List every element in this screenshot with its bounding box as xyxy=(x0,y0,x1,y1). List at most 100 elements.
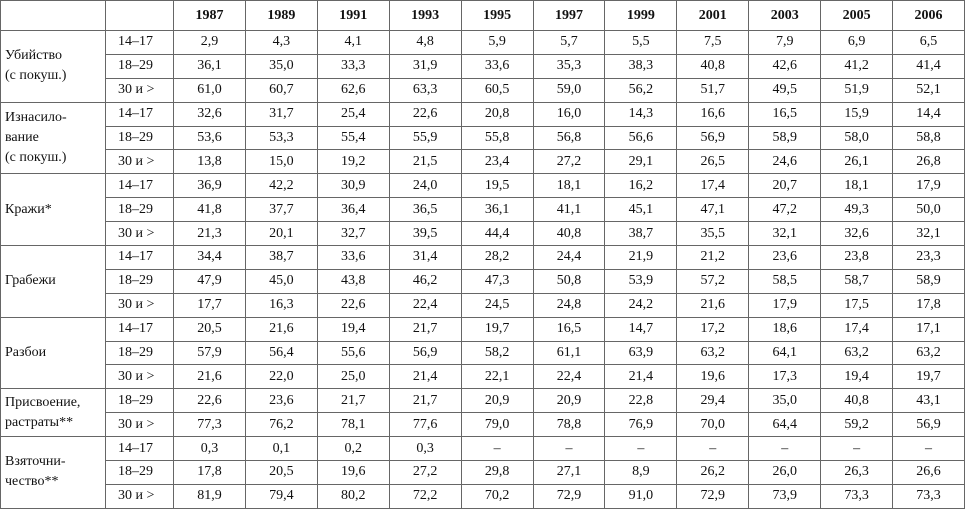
year-header: 1999 xyxy=(604,0,678,31)
value-cell: 63,2 xyxy=(820,340,894,366)
value-cell: 76,9 xyxy=(604,412,678,438)
value-cell: 42,6 xyxy=(748,53,822,79)
value-cell: 78,1 xyxy=(316,412,390,438)
value-cell: 55,9 xyxy=(388,125,462,151)
data-row: 30 и >13,8 15,0 19,2 21,5 23,4 27,2 29,1 26,5 24… xyxy=(1,149,965,175)
crime-name-line: (с покуш.) xyxy=(5,68,67,84)
value-cell: 16,2 xyxy=(604,173,678,199)
value-cell: 61,1 xyxy=(532,340,606,366)
value-cell: 26,2 xyxy=(676,460,750,485)
value-cell: 53,3 xyxy=(244,125,318,151)
value-cell: 23,3 xyxy=(892,245,965,270)
value-cell: 32,6 xyxy=(173,101,246,127)
value-cell: 31,7 xyxy=(244,101,318,127)
value-cell: 14,7 xyxy=(604,316,678,342)
value-cell: 41,2 xyxy=(820,53,894,79)
value-cell: 4,3 xyxy=(244,30,318,55)
value-cell: 79,0 xyxy=(460,412,534,438)
value-cell: 18,6 xyxy=(748,316,822,342)
value-cell: 19,6 xyxy=(316,460,390,485)
value-cell: 22,4 xyxy=(388,292,462,318)
data-row: 18–29 53,6 53,3 55,4 55,9 55,8 56,8 56,6 56,9 58,… xyxy=(1,125,965,151)
value-cell: 0,3 xyxy=(173,436,246,462)
value-cell: 21,9 xyxy=(604,245,678,270)
data-row: Присвоение, растраты** 18–29 22,6 23,6 21,7 21… xyxy=(0,388,965,438)
value-cell: 15,0 xyxy=(244,149,318,175)
value-cell: 20,9 xyxy=(532,388,606,414)
year-header: 2001 xyxy=(676,0,750,31)
value-cell: 73,3 xyxy=(820,483,894,509)
value-cell: 20,1 xyxy=(244,221,318,247)
value-cell: 91,0 xyxy=(604,483,678,509)
value-cell: 41,4 xyxy=(892,53,965,79)
value-cell: 32,6 xyxy=(820,221,894,247)
value-cell: 79,4 xyxy=(244,483,318,509)
value-cell: 56,2 xyxy=(604,77,678,103)
value-cell: 56,9 xyxy=(892,412,965,438)
value-cell: 22,6 xyxy=(316,292,390,318)
value-cell: 23,4 xyxy=(460,149,534,175)
value-cell: 19,7 xyxy=(892,364,965,390)
crime-name-line: Кражи* xyxy=(5,201,52,217)
value-cell: 24,4 xyxy=(532,245,606,270)
value-cell: 43,1 xyxy=(892,388,965,414)
value-cell: 30,9 xyxy=(316,173,390,199)
value-cell: 29,1 xyxy=(604,149,678,175)
value-cell: 28,2 xyxy=(460,245,534,270)
value-cell: 24,8 xyxy=(532,292,606,318)
value-cell: 35,0 xyxy=(244,53,318,79)
data-row: Убийство (с покуш.) 14–17 2,9 4,3 4,1 4,8 5,9 5,… xyxy=(0,30,965,103)
value-cell: 47,9 xyxy=(173,268,246,294)
value-cell: 57,9 xyxy=(173,340,246,366)
value-cell: 21,5 xyxy=(388,149,462,175)
value-cell: 0,3 xyxy=(388,436,462,462)
value-cell: 26,5 xyxy=(676,149,750,175)
value-cell: 20,5 xyxy=(244,460,318,485)
value-cell: 2,9 xyxy=(173,30,246,55)
value-cell: 53,6 xyxy=(173,125,246,151)
value-cell: 49,5 xyxy=(748,77,822,103)
value-cell: 36,5 xyxy=(388,197,462,223)
data-row: 30 и >61,0 60,7 62,6 63,3 60,5 59,0 56,2 51,7 49… xyxy=(1,77,965,103)
value-cell: 63,3 xyxy=(388,77,462,103)
header-row: 1987 1989 1991 1993 1995 1997 1999 2001 2003 2005… xyxy=(0,0,965,31)
value-cell: 58,5 xyxy=(748,268,822,294)
value-cell: 4,1 xyxy=(316,30,390,55)
value-cell: 59,2 xyxy=(820,412,894,438)
value-cell: 45,1 xyxy=(604,197,678,223)
value-cell: 36,1 xyxy=(173,53,246,79)
value-cell: 21,3 xyxy=(173,221,246,247)
value-cell: 47,3 xyxy=(460,268,534,294)
age-cell: 18–29 xyxy=(105,388,174,414)
value-cell: 56,8 xyxy=(532,125,606,151)
value-cell: 16,5 xyxy=(748,101,822,127)
value-cell: 20,9 xyxy=(460,388,534,414)
value-cell: 17,3 xyxy=(748,364,822,390)
value-cell: 53,9 xyxy=(604,268,678,294)
year-header: 2005 xyxy=(820,0,894,31)
value-cell: 51,9 xyxy=(820,77,894,103)
age-cell: 30 и > xyxy=(105,221,174,247)
crime-cell: Присвоение, растраты** xyxy=(0,388,106,438)
data-row: 30 и >21,6 22,0 25,0 21,4 22,1 22,4 21,4 19,6 17… xyxy=(1,364,965,390)
value-cell: 72,9 xyxy=(676,483,750,509)
value-cell: 24,6 xyxy=(748,149,822,175)
value-cell: 31,4 xyxy=(388,245,462,270)
value-cell: 32,7 xyxy=(316,221,390,247)
value-cell: 22,6 xyxy=(173,388,246,414)
value-cell: 56,9 xyxy=(676,125,750,151)
age-cell: 14–17 xyxy=(105,173,174,199)
value-cell: 17,9 xyxy=(748,292,822,318)
value-cell: 70,2 xyxy=(460,483,534,509)
header-empty xyxy=(105,0,174,31)
age-cell: 14–17 xyxy=(105,245,174,270)
value-cell: 22,6 xyxy=(388,101,462,127)
age-cell: 18–29 xyxy=(105,268,174,294)
data-row: 18–29 17,8 20,5 19,6 27,2 29,8 27,1 8,9 26,2 26,0… xyxy=(1,460,965,485)
value-cell: 8,9 xyxy=(604,460,678,485)
value-cell: 38,7 xyxy=(244,245,318,270)
value-cell: 24,5 xyxy=(460,292,534,318)
value-cell: 7,5 xyxy=(676,30,750,55)
value-cell: 21,7 xyxy=(316,388,390,414)
value-cell: 55,8 xyxy=(460,125,534,151)
